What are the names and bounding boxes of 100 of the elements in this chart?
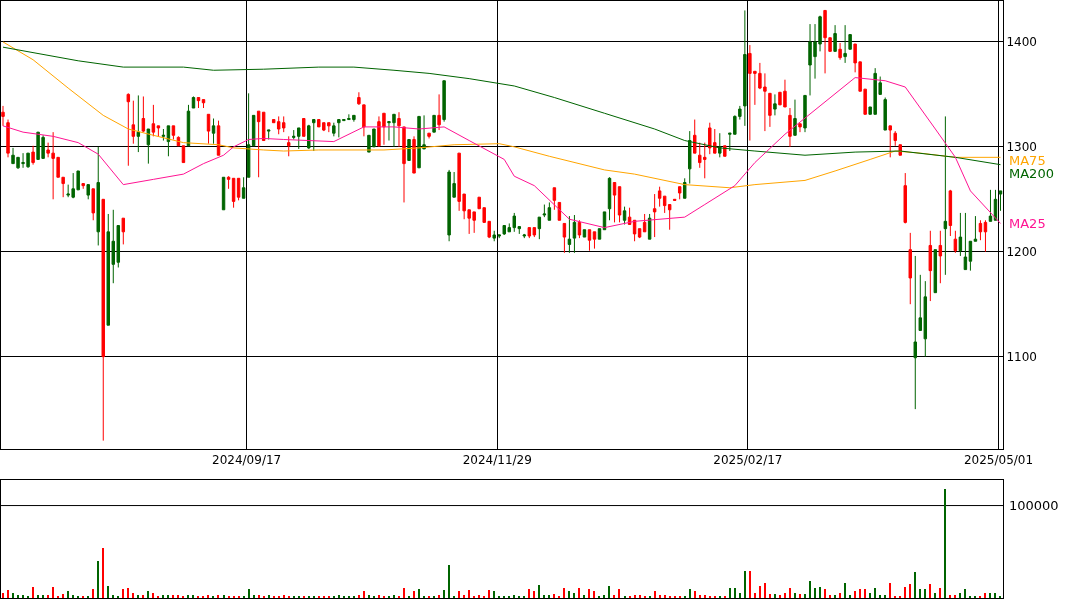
candlestick — [933, 249, 938, 294]
bar — [52, 587, 54, 598]
candlestick — [156, 125, 161, 137]
bar — [583, 595, 585, 598]
bar — [513, 595, 515, 598]
bar — [258, 595, 260, 598]
candlestick — [161, 128, 166, 142]
bar — [418, 589, 420, 598]
bar — [478, 595, 480, 598]
bar — [548, 595, 550, 598]
candlestick — [91, 188, 95, 221]
bar — [989, 593, 991, 598]
text: 100000 — [1009, 498, 1059, 513]
bar — [167, 595, 169, 598]
x-tick-label: 2024/11/29 — [462, 453, 532, 468]
line-series — [2, 41, 1001, 189]
bar — [443, 590, 445, 598]
candlestick — [768, 92, 772, 128]
candlestick — [407, 138, 411, 161]
candlestick — [231, 177, 236, 209]
bar — [618, 589, 620, 598]
bar — [764, 583, 766, 598]
bar — [879, 595, 881, 598]
bar — [799, 594, 801, 598]
bar — [874, 588, 876, 598]
candlestick — [206, 113, 211, 145]
bar — [393, 595, 395, 598]
bar — [784, 593, 786, 598]
y-tick-label: 1300 — [1006, 140, 1037, 155]
candlestick — [803, 94, 807, 133]
candlestick — [928, 230, 933, 302]
candlestick — [31, 145, 35, 166]
bar — [654, 591, 656, 598]
candlestick — [893, 130, 897, 147]
candlestick — [988, 189, 993, 222]
bar — [749, 571, 751, 598]
bar — [37, 595, 39, 598]
bar — [664, 595, 666, 598]
bar — [909, 584, 911, 598]
bar — [944, 489, 946, 598]
bar — [438, 595, 440, 598]
candlestick — [773, 93, 777, 116]
bar — [779, 595, 781, 598]
bar — [458, 591, 460, 598]
bar — [42, 595, 44, 598]
bar — [573, 593, 575, 598]
candlestick — [597, 228, 602, 240]
series-label: MA75 — [1009, 153, 1046, 168]
candlestick — [672, 198, 677, 201]
candlestick — [191, 95, 196, 109]
bar — [639, 595, 641, 598]
bar — [112, 595, 114, 598]
bar — [829, 595, 831, 598]
bar — [578, 588, 580, 598]
bar — [864, 589, 866, 598]
candlestick — [126, 92, 131, 167]
candlestick — [307, 124, 311, 150]
bar — [142, 595, 144, 598]
candlestick — [302, 118, 306, 137]
line-series — [2, 77, 1001, 229]
bar — [774, 594, 776, 598]
bar — [834, 595, 836, 598]
bar — [17, 595, 19, 598]
candlestick — [743, 9, 747, 127]
bar — [137, 595, 139, 598]
bar — [954, 595, 956, 598]
bar — [528, 589, 530, 598]
candlestick — [357, 91, 361, 106]
candlestick — [141, 95, 146, 133]
bar — [939, 588, 941, 598]
bar — [849, 595, 851, 598]
candlestick — [642, 213, 647, 233]
candlestick — [211, 118, 216, 145]
candlestick — [843, 24, 847, 64]
bar — [859, 589, 861, 598]
candlestick — [948, 189, 953, 237]
candlestick — [241, 176, 246, 199]
bar — [67, 591, 69, 598]
bar — [889, 583, 891, 598]
bar — [704, 595, 706, 598]
bar — [217, 595, 219, 598]
bar — [47, 595, 49, 598]
candlestick — [973, 215, 978, 242]
bar — [844, 583, 846, 598]
bar — [924, 589, 926, 598]
bar — [754, 593, 756, 598]
bar — [358, 595, 360, 598]
candlestick — [542, 204, 547, 218]
candlestick — [332, 122, 336, 137]
y-tick-label: 1400 — [1006, 35, 1037, 50]
bar — [994, 593, 996, 598]
candlestick — [1, 105, 5, 127]
candlestick — [913, 255, 918, 410]
candlestick — [266, 129, 271, 140]
bar — [729, 588, 731, 598]
bar — [608, 586, 610, 598]
bar — [192, 595, 194, 598]
bar — [769, 594, 771, 598]
candlestick — [312, 119, 316, 152]
bar — [92, 589, 94, 598]
